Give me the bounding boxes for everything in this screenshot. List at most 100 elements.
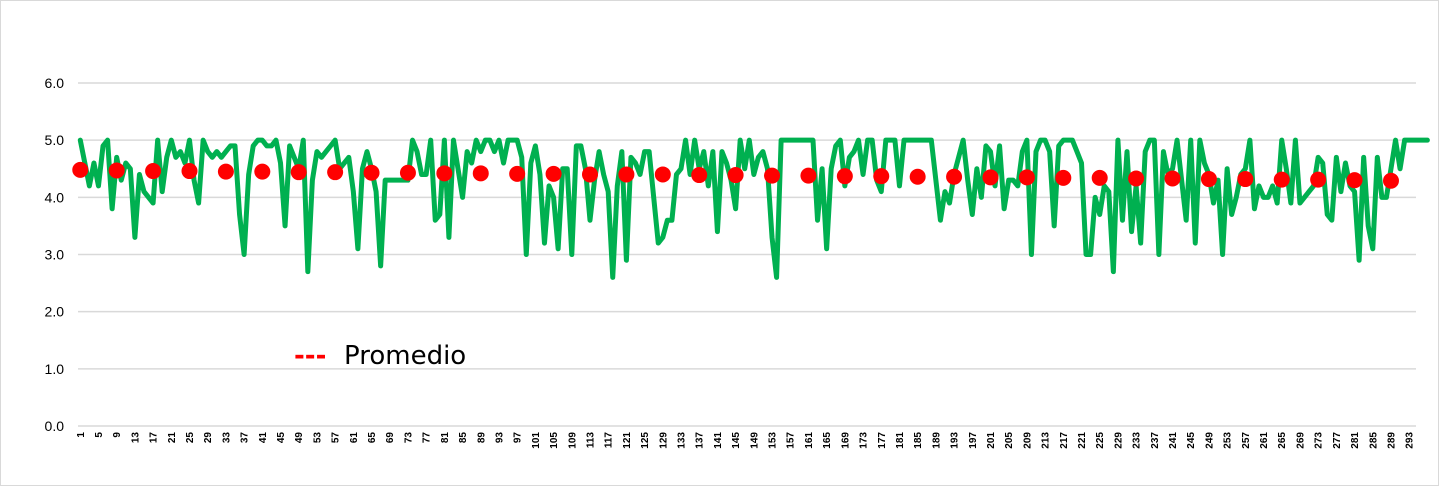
x-tick-label: 225 bbox=[1095, 432, 1106, 449]
y-axis-ticks: 0.0 1.0 2.0 3.0 4.0 5.0 6.0 bbox=[45, 75, 65, 434]
x-tick-label: 73 bbox=[403, 432, 414, 444]
y-tick-label: 6.0 bbox=[45, 75, 65, 91]
average-point bbox=[1382, 172, 1399, 189]
average-point bbox=[1164, 170, 1181, 187]
x-tick-label: 169 bbox=[840, 432, 851, 449]
average-point bbox=[1346, 172, 1363, 189]
x-tick-label: 89 bbox=[476, 432, 487, 444]
x-tick-label: 233 bbox=[1132, 432, 1143, 449]
x-tick-label: 141 bbox=[713, 432, 724, 449]
x-tick-label: 157 bbox=[786, 432, 797, 449]
series-layer bbox=[77, 137, 1430, 280]
average-point bbox=[72, 161, 89, 178]
x-tick-label: 181 bbox=[895, 432, 906, 449]
x-tick-label: 273 bbox=[1314, 432, 1325, 449]
x-axis-ticks: 1 5 9 13 17 21 25 29 33 37 41 45 49 53 57 61 65 69 73 77 81 8… bbox=[76, 432, 1416, 449]
x-tick-label: 49 bbox=[294, 432, 305, 444]
grid-lines bbox=[78, 82, 1416, 427]
x-tick-label: 93 bbox=[494, 432, 505, 444]
x-tick-label: 5 bbox=[94, 432, 105, 438]
x-tick-label: 253 bbox=[1223, 432, 1234, 449]
x-tick-label: 65 bbox=[367, 432, 378, 444]
average-point bbox=[909, 168, 926, 185]
average-point bbox=[581, 166, 598, 183]
average-point bbox=[181, 163, 198, 180]
x-tick-label: 117 bbox=[604, 432, 615, 449]
x-tick-label: 261 bbox=[1259, 432, 1270, 449]
x-tick-label: 165 bbox=[822, 432, 833, 449]
average-markers bbox=[72, 161, 1399, 189]
x-tick-label: 29 bbox=[203, 432, 214, 444]
x-tick-label: 41 bbox=[258, 432, 269, 444]
x-tick-label: 153 bbox=[768, 432, 779, 449]
x-tick-label: 145 bbox=[731, 432, 742, 449]
x-tick-label: 13 bbox=[130, 432, 141, 444]
average-point bbox=[363, 164, 380, 181]
x-tick-label: 37 bbox=[240, 432, 251, 444]
average-point bbox=[946, 168, 963, 185]
x-tick-label: 9 bbox=[112, 432, 123, 438]
legend-label: Promedio bbox=[344, 341, 466, 371]
average-point bbox=[982, 169, 999, 186]
x-tick-label: 69 bbox=[385, 432, 396, 444]
average-point bbox=[1128, 170, 1145, 187]
x-tick-label: 121 bbox=[622, 432, 633, 449]
x-tick-label: 101 bbox=[531, 432, 542, 449]
x-tick-label: 265 bbox=[1277, 432, 1288, 449]
x-tick-label: 161 bbox=[804, 432, 815, 449]
x-tick-label: 249 bbox=[1204, 432, 1215, 449]
x-tick-label: 21 bbox=[167, 432, 178, 444]
x-tick-label: 221 bbox=[1077, 432, 1088, 449]
x-tick-label: 109 bbox=[567, 432, 578, 449]
x-tick-label: 293 bbox=[1405, 432, 1416, 449]
average-point bbox=[691, 167, 708, 184]
legend-marker: --- bbox=[294, 341, 326, 371]
x-tick-label: 129 bbox=[658, 432, 669, 449]
average-point bbox=[108, 162, 125, 179]
average-point bbox=[509, 165, 526, 182]
average-point bbox=[145, 163, 162, 180]
y-tick-label: 2.0 bbox=[45, 304, 65, 320]
average-point bbox=[399, 164, 416, 181]
x-tick-label: 45 bbox=[276, 432, 287, 444]
x-tick-label: 97 bbox=[513, 432, 524, 444]
average-point bbox=[1055, 169, 1072, 186]
x-tick-label: 205 bbox=[1004, 432, 1015, 449]
x-tick-label: 77 bbox=[422, 432, 433, 444]
average-point bbox=[800, 167, 817, 184]
average-point bbox=[618, 166, 635, 183]
x-tick-label: 85 bbox=[458, 432, 469, 444]
x-tick-label: 289 bbox=[1386, 432, 1397, 449]
x-tick-label: 133 bbox=[677, 432, 688, 449]
average-point bbox=[836, 168, 853, 185]
y-tick-label: 4.0 bbox=[45, 189, 65, 205]
x-tick-label: 257 bbox=[1241, 432, 1252, 449]
x-tick-label: 149 bbox=[749, 432, 760, 449]
average-point bbox=[1273, 171, 1290, 188]
x-tick-label: 245 bbox=[1186, 432, 1197, 449]
series-line bbox=[77, 137, 1430, 280]
x-tick-label: 61 bbox=[349, 432, 360, 444]
x-tick-label: 33 bbox=[221, 432, 232, 444]
x-tick-label: 137 bbox=[695, 432, 706, 449]
average-point bbox=[436, 165, 453, 182]
average-point bbox=[1091, 169, 1108, 186]
x-tick-label: 105 bbox=[549, 432, 560, 449]
y-tick-label: 3.0 bbox=[45, 247, 65, 263]
average-point bbox=[1018, 169, 1035, 186]
x-tick-label: 193 bbox=[950, 432, 961, 449]
x-tick-label: 173 bbox=[859, 432, 870, 449]
x-tick-label: 217 bbox=[1059, 432, 1070, 449]
y-tick-label: 1.0 bbox=[45, 361, 65, 377]
x-tick-label: 125 bbox=[640, 432, 651, 449]
x-tick-label: 177 bbox=[877, 432, 888, 449]
average-point bbox=[1237, 171, 1254, 188]
average-point bbox=[217, 163, 234, 180]
x-tick-label: 213 bbox=[1041, 432, 1052, 449]
average-point bbox=[545, 165, 562, 182]
x-tick-label: 209 bbox=[1022, 432, 1033, 449]
x-tick-label: 53 bbox=[312, 432, 323, 444]
average-point bbox=[764, 167, 781, 184]
legend: --- Promedio bbox=[294, 341, 466, 371]
